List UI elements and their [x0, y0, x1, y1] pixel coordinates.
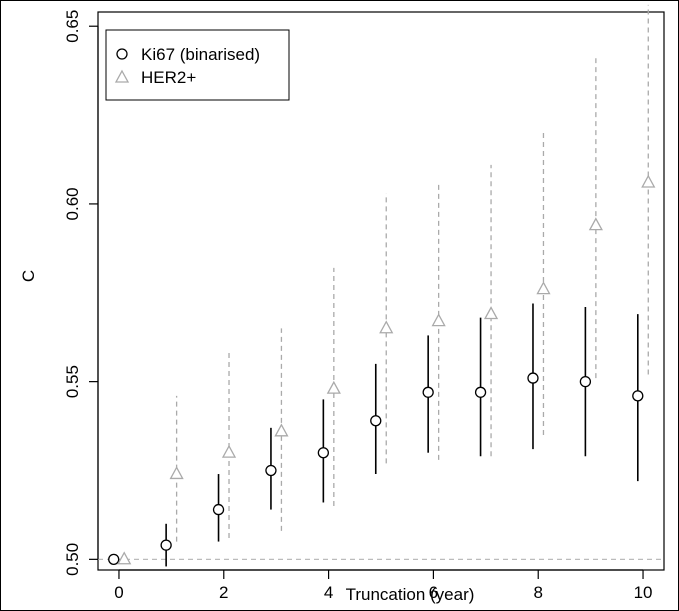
- her2-point: [588, 217, 603, 231]
- x-tick-label: 10: [634, 583, 653, 602]
- ki67-point: [422, 386, 434, 398]
- legend: Ki67 (binarised) HER2+: [105, 29, 290, 101]
- x-tick-label: 8: [533, 583, 542, 602]
- her2-point: [641, 174, 656, 188]
- ki67-point: [160, 539, 172, 551]
- x-axis: 0 2 4 6 8 10: [114, 569, 653, 602]
- ki67-point: [527, 372, 539, 384]
- y-tick-label: 0.65: [63, 10, 82, 43]
- x-axis-title: Truncation (year): [346, 585, 475, 604]
- markers-layer: [108, 174, 656, 565]
- y-tick-label: 0.55: [63, 365, 82, 398]
- y-tick-label: 0.60: [63, 187, 82, 220]
- her2-point: [431, 313, 446, 327]
- legend-marker-her2: [114, 69, 130, 83]
- x-tick-label: 6: [429, 583, 438, 602]
- legend-label-her2: HER2+: [141, 68, 196, 87]
- ki67-point: [265, 464, 277, 477]
- y-axis: 0.50 0.55 0.60 0.65: [63, 10, 99, 576]
- legend-marker-ki67: [116, 48, 128, 60]
- y-tick-label: 0.50: [63, 543, 82, 576]
- her2-point: [483, 306, 499, 320]
- ki67-point: [474, 386, 487, 398]
- her2-point: [221, 444, 237, 458]
- x-tick-label: 4: [324, 583, 333, 602]
- her2-point: [379, 320, 394, 334]
- x-tick-label: 0: [114, 583, 123, 602]
- legend-box: [105, 29, 290, 101]
- y-axis-title: C: [19, 270, 38, 282]
- x-tick-label: 2: [219, 583, 228, 602]
- her2-point: [274, 423, 289, 437]
- her2-point: [536, 281, 551, 295]
- her2-point: [117, 551, 132, 565]
- ki67-point: [317, 447, 330, 459]
- ki67-point: [108, 553, 120, 565]
- ki67-point: [370, 415, 382, 427]
- ki67-point: [632, 390, 644, 402]
- her2-point: [169, 466, 184, 480]
- legend-label-ki67: Ki67 (binarised): [141, 45, 260, 64]
- ki67-point: [579, 375, 592, 388]
- her2-point: [326, 380, 341, 394]
- ki67-point: [212, 503, 225, 516]
